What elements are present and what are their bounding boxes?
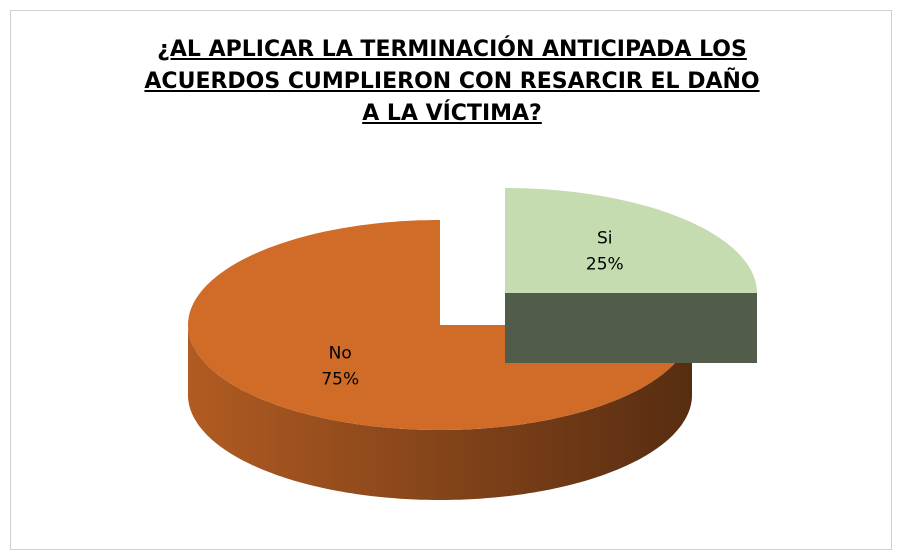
slice-label: No xyxy=(329,344,352,364)
chart-title: ¿AL APLICAR LA TERMINACIÓN ANTICIPADA LO… xyxy=(144,37,760,126)
slice: No 75% xyxy=(188,220,692,500)
slice-value-label: 25% xyxy=(586,254,624,274)
slice-label: Si xyxy=(597,228,613,248)
slice-side xyxy=(505,293,757,363)
slice-top xyxy=(505,188,757,293)
slice-wall xyxy=(188,325,692,500)
slice-value-label: 75% xyxy=(321,370,359,390)
slice-top xyxy=(188,220,692,430)
slice: Si 25% xyxy=(505,188,757,363)
